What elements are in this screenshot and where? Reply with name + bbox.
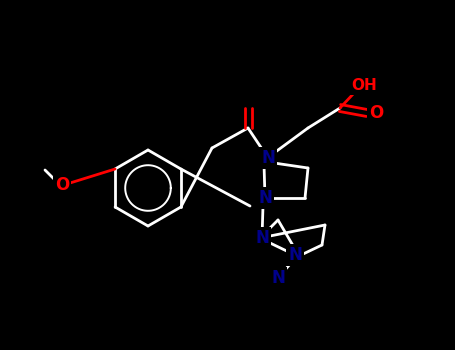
Text: N: N: [255, 229, 269, 247]
Text: O: O: [369, 104, 383, 122]
Text: N: N: [258, 189, 272, 207]
Text: OH: OH: [351, 78, 377, 93]
Text: O: O: [55, 176, 69, 194]
Text: N: N: [288, 246, 302, 264]
Text: N: N: [261, 149, 275, 167]
Text: N: N: [271, 269, 285, 287]
